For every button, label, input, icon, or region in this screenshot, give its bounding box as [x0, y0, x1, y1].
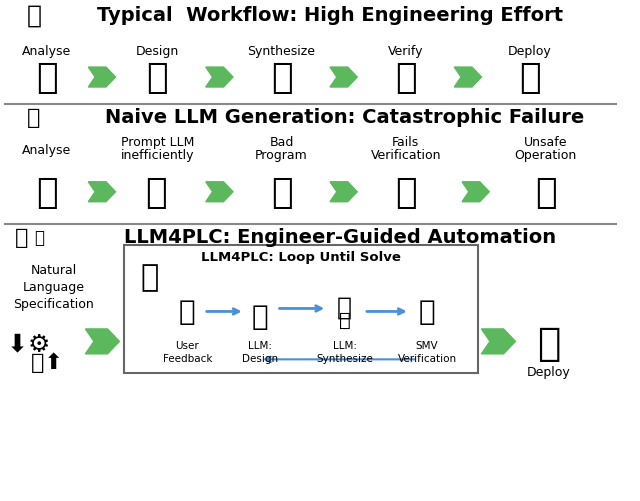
Polygon shape [88, 68, 115, 88]
Text: 🏭: 🏭 [535, 175, 556, 209]
Text: 🐛: 🐛 [271, 61, 292, 95]
Text: 💻: 💻 [271, 175, 292, 209]
Polygon shape [85, 329, 120, 354]
Text: LLM:
Design: LLM: Design [242, 341, 278, 363]
Text: 🌐⬆️: 🌐⬆️ [31, 351, 63, 372]
Polygon shape [330, 68, 357, 88]
Text: 📐: 📐 [147, 61, 168, 95]
Text: 🖥️: 🖥️ [141, 263, 159, 292]
Text: Analyse: Analyse [22, 45, 71, 58]
Text: ❌: ❌ [395, 175, 417, 209]
Text: LLM4PLC: Engineer-Guided Automation: LLM4PLC: Engineer-Guided Automation [124, 227, 556, 246]
Text: 📋: 📋 [419, 298, 435, 326]
FancyBboxPatch shape [124, 245, 477, 374]
Polygon shape [330, 182, 357, 202]
Polygon shape [206, 68, 233, 88]
Text: 🏭: 🏭 [519, 61, 541, 95]
Text: Operation: Operation [515, 149, 577, 162]
Polygon shape [462, 182, 489, 202]
Text: inefficiently: inefficiently [120, 149, 194, 162]
Text: Deploy: Deploy [527, 365, 570, 378]
Text: 🤖: 🤖 [34, 228, 44, 246]
Text: 👥: 👥 [15, 227, 28, 247]
Text: Unsafe: Unsafe [524, 136, 567, 149]
Text: 👤: 👤 [179, 298, 196, 326]
Polygon shape [481, 329, 515, 354]
Text: 📜: 📜 [36, 61, 58, 95]
Text: User
Feedback: User Feedback [163, 341, 212, 363]
Text: SMV
Verification: SMV Verification [397, 341, 457, 363]
Text: 🤖: 🤖 [337, 295, 352, 319]
Text: 🏭: 🏭 [537, 325, 560, 363]
Text: 📐: 📐 [252, 303, 268, 331]
Polygon shape [206, 182, 233, 202]
Text: Natural
Language
Specification: Natural Language Specification [13, 264, 94, 311]
Text: Verification: Verification [371, 149, 441, 162]
Polygon shape [454, 68, 481, 88]
Text: 📋: 📋 [395, 61, 417, 95]
Text: Analyse: Analyse [22, 144, 71, 157]
Text: 👥: 👥 [26, 3, 42, 27]
Polygon shape [88, 182, 115, 202]
Text: 🤖: 🤖 [28, 108, 41, 128]
Text: Bad: Bad [269, 136, 294, 149]
Text: Design: Design [136, 45, 179, 58]
Text: Program: Program [255, 149, 308, 162]
Text: Synthesize: Synthesize [248, 45, 316, 58]
Text: Fails: Fails [392, 136, 419, 149]
Text: LLM:
Synthesize: LLM: Synthesize [316, 341, 373, 363]
Text: Naive LLM Generation: Catastrophic Failure: Naive LLM Generation: Catastrophic Failu… [105, 108, 584, 127]
Text: Deploy: Deploy [508, 45, 552, 58]
Text: LLM4PLC: Loop Until Solve: LLM4PLC: Loop Until Solve [201, 250, 401, 264]
Text: Typical  Workflow: High Engineering Effort: Typical Workflow: High Engineering Effor… [97, 6, 563, 25]
Text: ⬇️⚙️: ⬇️⚙️ [8, 332, 51, 356]
Text: Prompt LLM: Prompt LLM [120, 136, 194, 149]
Text: 📜: 📜 [36, 175, 58, 209]
Text: 🖥️: 🖥️ [147, 175, 168, 209]
Text: Verify: Verify [388, 45, 424, 58]
Text: 🔧: 🔧 [339, 310, 351, 329]
